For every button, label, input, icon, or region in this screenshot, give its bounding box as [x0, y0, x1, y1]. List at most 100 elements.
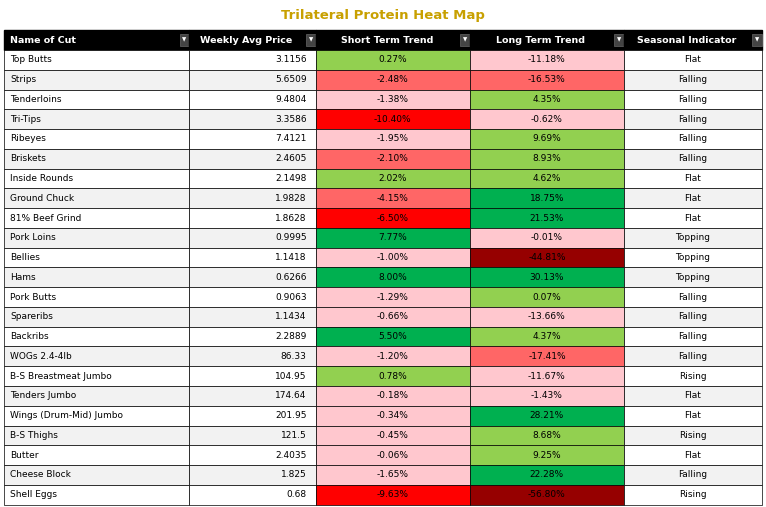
Text: Seasonal Indicator: Seasonal Indicator: [637, 35, 737, 45]
Text: Flat: Flat: [685, 451, 702, 460]
Bar: [4, 445, 189, 465]
Bar: [189, 228, 316, 248]
Text: Tenders Jumbo: Tenders Jumbo: [10, 391, 76, 401]
Bar: [4, 110, 189, 129]
Text: Rising: Rising: [679, 431, 707, 440]
Bar: [316, 366, 470, 386]
Bar: [316, 208, 470, 228]
Text: 2.4605: 2.4605: [275, 154, 306, 163]
Bar: [306, 34, 316, 46]
Bar: [316, 485, 470, 504]
Bar: [752, 34, 762, 46]
Bar: [470, 189, 624, 208]
Bar: [624, 485, 762, 504]
Text: Falling: Falling: [679, 470, 708, 480]
Text: -0.66%: -0.66%: [377, 312, 409, 321]
Text: Topping: Topping: [676, 233, 711, 242]
Bar: [4, 228, 189, 248]
Text: Topping: Topping: [676, 273, 711, 282]
Text: 5.50%: 5.50%: [378, 332, 408, 341]
Text: ▼: ▼: [463, 38, 467, 43]
Text: Falling: Falling: [679, 352, 708, 361]
Bar: [470, 149, 624, 169]
Text: 0.78%: 0.78%: [378, 372, 408, 381]
Text: B-S Breastmeat Jumbo: B-S Breastmeat Jumbo: [10, 372, 112, 381]
Text: -16.53%: -16.53%: [528, 75, 566, 84]
Text: Flat: Flat: [685, 391, 702, 401]
Bar: [4, 485, 189, 504]
Text: -1.29%: -1.29%: [377, 293, 409, 302]
Text: 0.27%: 0.27%: [378, 55, 408, 64]
Bar: [316, 30, 470, 50]
Bar: [4, 386, 189, 406]
Text: Trilateral Protein Heat Map: Trilateral Protein Heat Map: [281, 9, 485, 22]
Bar: [4, 70, 189, 90]
Text: Rising: Rising: [679, 372, 707, 381]
Text: Falling: Falling: [679, 134, 708, 143]
Text: Pork Loins: Pork Loins: [10, 233, 56, 242]
Text: 1.8628: 1.8628: [275, 213, 306, 223]
Text: 2.2889: 2.2889: [275, 332, 306, 341]
Bar: [4, 287, 189, 307]
Text: 21.53%: 21.53%: [530, 213, 564, 223]
Bar: [470, 327, 624, 346]
Bar: [624, 287, 762, 307]
Bar: [189, 346, 316, 366]
Bar: [316, 189, 470, 208]
Bar: [189, 189, 316, 208]
Bar: [470, 307, 624, 327]
Bar: [470, 248, 624, 268]
Text: 4.62%: 4.62%: [532, 174, 561, 183]
Bar: [624, 248, 762, 268]
Bar: [470, 50, 624, 70]
Bar: [624, 70, 762, 90]
Text: Cheese Block: Cheese Block: [10, 470, 70, 480]
Text: -0.62%: -0.62%: [531, 115, 563, 124]
Text: Ground Chuck: Ground Chuck: [10, 194, 74, 203]
Bar: [624, 386, 762, 406]
Bar: [4, 248, 189, 268]
Text: 8.68%: 8.68%: [532, 431, 561, 440]
Text: -0.01%: -0.01%: [531, 233, 563, 242]
Text: Long Term Trend: Long Term Trend: [496, 35, 585, 45]
Bar: [189, 445, 316, 465]
Bar: [316, 287, 470, 307]
Text: 121.5: 121.5: [281, 431, 306, 440]
Bar: [470, 287, 624, 307]
Bar: [316, 169, 470, 189]
Bar: [624, 228, 762, 248]
Text: 1.1418: 1.1418: [275, 253, 306, 262]
Bar: [316, 406, 470, 425]
Text: Spareribs: Spareribs: [10, 312, 53, 321]
Bar: [316, 50, 470, 70]
Text: 3.1156: 3.1156: [275, 55, 306, 64]
Text: -4.15%: -4.15%: [377, 194, 409, 203]
Text: 104.95: 104.95: [275, 372, 306, 381]
Text: Strips: Strips: [10, 75, 36, 84]
Text: Name of Cut: Name of Cut: [10, 35, 76, 45]
Text: Wings (Drum-Mid) Jumbo: Wings (Drum-Mid) Jumbo: [10, 411, 123, 420]
Bar: [316, 110, 470, 129]
Bar: [4, 366, 189, 386]
Text: -0.18%: -0.18%: [377, 391, 409, 401]
Text: Flat: Flat: [685, 174, 702, 183]
Bar: [4, 406, 189, 425]
Text: 22.28%: 22.28%: [530, 470, 564, 480]
Text: 9.4804: 9.4804: [275, 95, 306, 104]
Bar: [624, 406, 762, 425]
Text: Butter: Butter: [10, 451, 38, 460]
Bar: [4, 465, 189, 485]
Bar: [624, 346, 762, 366]
Text: Falling: Falling: [679, 115, 708, 124]
Bar: [470, 70, 624, 90]
Bar: [470, 386, 624, 406]
Bar: [4, 327, 189, 346]
Text: 1.825: 1.825: [281, 470, 306, 480]
Text: 30.13%: 30.13%: [529, 273, 565, 282]
Text: Tenderloins: Tenderloins: [10, 95, 61, 104]
Bar: [316, 248, 470, 268]
Text: 0.68: 0.68: [286, 490, 306, 499]
Bar: [316, 129, 470, 149]
Text: 28.21%: 28.21%: [530, 411, 564, 420]
Text: WOGs 2.4-4lb: WOGs 2.4-4lb: [10, 352, 72, 361]
